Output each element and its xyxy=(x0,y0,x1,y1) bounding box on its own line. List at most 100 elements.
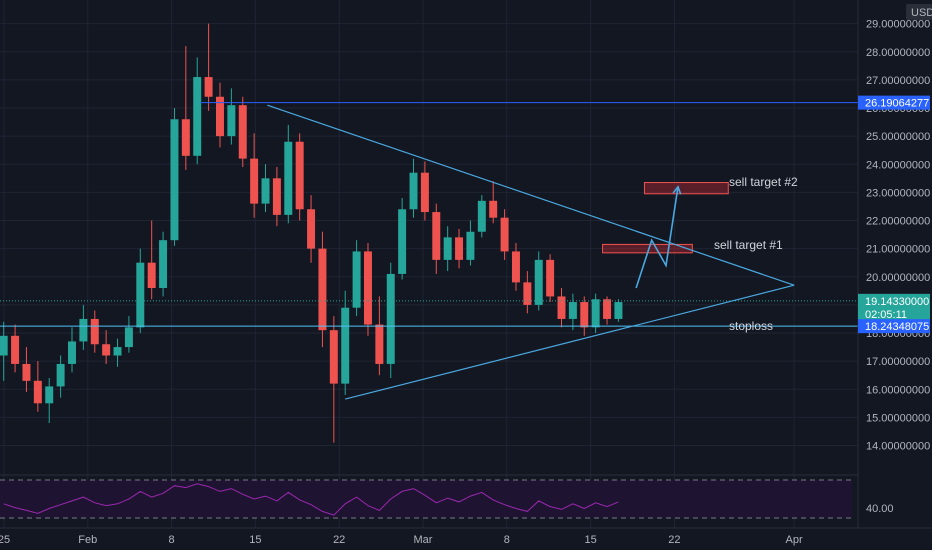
candle-body xyxy=(170,119,179,241)
rsi-pane xyxy=(0,479,852,519)
triangle-lower-line xyxy=(345,284,795,400)
time-axis[interactable]: 25 Feb 8 15 22 Mar 8 15 22 Apr xyxy=(0,534,803,546)
price-axis-labels: 26.19064277 19.1433000002:05:1118.2434807… xyxy=(858,95,930,334)
time-tick-label: Mar xyxy=(414,534,433,546)
countdown-label-text: 02:05:11 xyxy=(865,309,907,321)
candle-body xyxy=(45,386,54,404)
sell-target-box xyxy=(643,182,729,195)
candle xyxy=(568,293,577,331)
candle-body xyxy=(500,217,509,252)
currency-badge[interactable] xyxy=(906,4,932,20)
candle xyxy=(477,195,486,238)
candle-body xyxy=(432,212,441,260)
candle xyxy=(375,296,384,376)
candle xyxy=(204,23,213,111)
candle-body xyxy=(56,363,65,387)
price-tick-label: 25.00000000 xyxy=(866,131,930,143)
candle xyxy=(56,355,65,398)
price-tick-label: 17.00000000 xyxy=(866,356,930,368)
candle xyxy=(523,271,532,314)
candle-body xyxy=(614,302,623,319)
candle xyxy=(227,88,236,145)
time-tick-label: 8 xyxy=(169,534,175,546)
time-tick-label: 15 xyxy=(584,534,596,546)
price-tick-label: 16.00000000 xyxy=(866,384,930,396)
candle xyxy=(0,321,8,381)
candle-body xyxy=(523,282,532,305)
candle-body xyxy=(33,380,42,404)
candle xyxy=(432,203,441,274)
triangle-upper-line xyxy=(267,104,795,286)
candle xyxy=(329,316,338,443)
candle-body xyxy=(113,347,122,356)
candle xyxy=(90,310,99,353)
candle xyxy=(466,220,475,266)
drawings xyxy=(0,102,858,400)
candle-body xyxy=(546,259,555,297)
candle-body xyxy=(102,344,111,356)
price-tick-label: 27.00000000 xyxy=(866,75,930,87)
projection-path xyxy=(635,186,679,289)
time-tick-label: Apr xyxy=(786,534,803,546)
candle-body xyxy=(341,307,350,384)
candle-body xyxy=(250,158,259,204)
candle-body xyxy=(124,327,133,348)
candle-body xyxy=(455,237,464,260)
candle xyxy=(181,46,190,170)
last-price-label xyxy=(858,293,930,308)
candle-body xyxy=(79,318,88,342)
candle xyxy=(341,290,350,395)
candle-body xyxy=(329,330,338,384)
rsi-line xyxy=(3,483,619,516)
candle xyxy=(193,57,202,165)
candle xyxy=(534,251,543,311)
candle xyxy=(124,316,133,353)
candle-body xyxy=(284,141,293,215)
candle xyxy=(216,82,224,148)
candle-body xyxy=(68,341,76,364)
candle xyxy=(170,108,179,246)
candle-body xyxy=(580,302,589,328)
candle xyxy=(272,167,281,227)
candle xyxy=(79,304,88,350)
candle-body xyxy=(591,299,600,328)
candle xyxy=(420,161,429,221)
candle xyxy=(136,248,145,333)
price-tick-label: 21.00000000 xyxy=(866,244,930,256)
candle xyxy=(159,231,168,297)
candle xyxy=(409,158,418,218)
time-tick-label: 8 xyxy=(504,534,510,546)
candle xyxy=(11,324,20,373)
sell-target-1-label: sell target #1 xyxy=(714,238,783,252)
time-tick-label: 22 xyxy=(333,534,345,546)
candle-body xyxy=(603,299,612,319)
candle-body xyxy=(11,335,20,364)
time-tick-label: 25 xyxy=(0,534,10,546)
countdown-label xyxy=(858,306,930,321)
candle-body xyxy=(272,178,281,215)
price-tick-label: 14.00000000 xyxy=(866,441,930,453)
candle-body xyxy=(147,262,156,288)
candle-body xyxy=(352,251,361,308)
candle-body xyxy=(22,363,31,381)
candle-body xyxy=(90,318,99,345)
candle xyxy=(603,296,612,325)
price-tick-label: 20.00000000 xyxy=(866,272,930,284)
candle xyxy=(489,181,498,224)
resistance-level-label-text: 26.19064277 xyxy=(865,98,929,110)
candle-body xyxy=(136,262,145,328)
stoploss-level-label xyxy=(858,319,930,334)
candle-body xyxy=(159,240,168,288)
candles xyxy=(0,23,623,443)
time-tick-label: 22 xyxy=(668,534,680,546)
candle xyxy=(68,327,76,373)
candle-body xyxy=(511,251,520,283)
candle xyxy=(33,361,42,412)
candle xyxy=(580,296,589,336)
price-axis[interactable] xyxy=(858,0,932,550)
price-tick-label: 15.00000000 xyxy=(866,412,930,424)
price-tick-label: 29.00000000 xyxy=(866,19,930,31)
candle xyxy=(386,262,395,378)
candle-body xyxy=(295,141,304,210)
